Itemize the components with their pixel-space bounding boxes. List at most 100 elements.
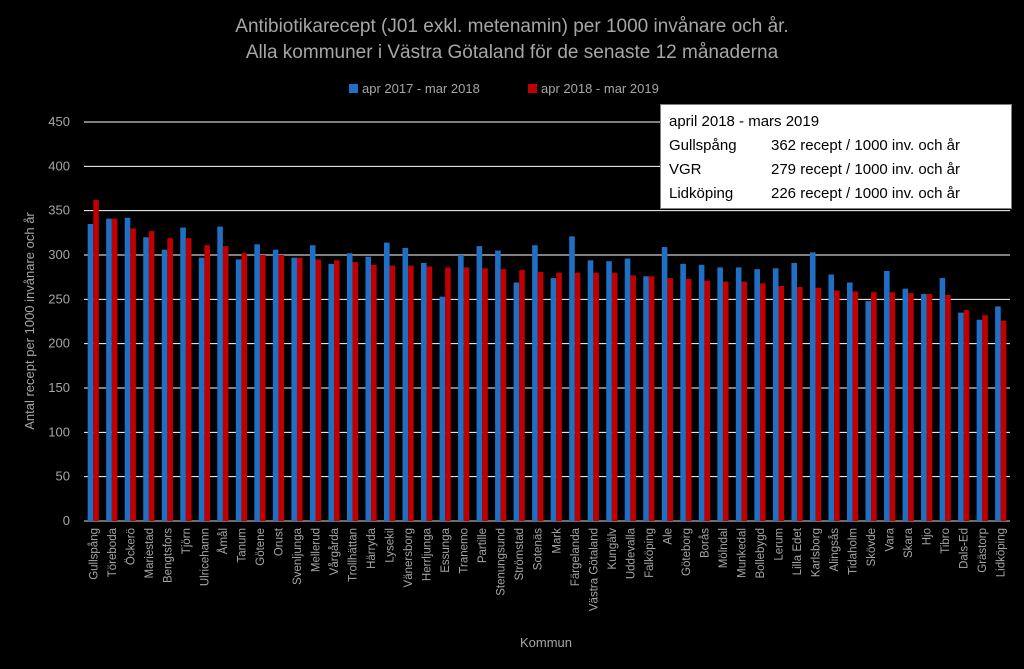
x-tick-label: Bengtsfors [162, 528, 174, 583]
x-tick-label: Karlsborg [811, 528, 823, 577]
x-tick-label: Kungälv [607, 528, 619, 570]
bar-series1 [143, 237, 149, 521]
annotation-heading: april 2018 - mars 2019 [669, 113, 820, 130]
bar-series2 [889, 292, 896, 521]
x-tick-label: Hjo [922, 528, 934, 545]
bar-series1 [402, 247, 409, 521]
bar-series1 [624, 258, 631, 521]
bar-series1 [661, 247, 668, 521]
bar-series2 [204, 245, 210, 521]
legend-label-series2: apr 2018 - mar 2019 [541, 81, 659, 96]
bar-series2 [741, 281, 748, 521]
bar-series1 [328, 263, 335, 521]
bar-series2 [556, 272, 562, 521]
bar-series1 [735, 267, 742, 521]
x-tick-label: Partille [477, 528, 489, 563]
bar-series2 [722, 281, 729, 521]
chart-title-line1: Antibiotikarecept (J01 exkl. metenamin) … [235, 16, 788, 37]
x-tick-label: Svenljunga [292, 527, 304, 585]
bar-series1 [458, 255, 464, 521]
x-tick-label: Mölndal [718, 528, 730, 568]
x-tick-label: Lysekil [385, 528, 397, 563]
bar-series2 [704, 280, 711, 521]
x-tick-label: Töreboda [107, 527, 119, 577]
bar-series1 [180, 227, 186, 521]
bar-series1 [809, 252, 816, 521]
bar-series2 [982, 315, 988, 521]
bar-series1 [846, 282, 853, 521]
bar-series1 [254, 244, 260, 522]
x-tick-label: Skövde [866, 528, 878, 566]
bar-series2 [278, 255, 285, 521]
bar-series1 [772, 268, 779, 521]
bar-series1 [902, 288, 909, 521]
bar-series1 [717, 267, 723, 521]
bar-series1 [439, 296, 446, 521]
bar-series1 [976, 319, 983, 521]
bar-series1 [921, 294, 927, 521]
x-tick-label: Strömstad [514, 528, 526, 580]
x-tick-label: Trollhättan [348, 528, 360, 582]
bar-series1 [995, 306, 1001, 521]
x-tick-label: Vara [885, 527, 897, 551]
y-axis-label: Antal recept per 1000 invånare och år [22, 212, 37, 430]
x-tick-label: Västra Götaland [588, 528, 600, 611]
bar-series1 [939, 278, 946, 521]
y-tick-label: 300 [48, 247, 70, 262]
y-tick-label: 400 [48, 158, 70, 173]
x-tick-label: Göteborg [681, 528, 693, 576]
bar-series1 [643, 276, 649, 521]
x-tick-label: Tibro [940, 528, 952, 554]
bar-series2 [167, 238, 173, 521]
bar-series2 [834, 290, 840, 521]
bar-series2 [111, 218, 118, 521]
bar-series1 [680, 263, 686, 521]
y-tick-label: 350 [48, 203, 70, 218]
annotation-value: 279 recept / 1000 inv. och år [771, 161, 961, 178]
x-tick-label: Vårgårda [329, 527, 341, 575]
bar-series1 [884, 270, 890, 521]
annotation-name: VGR [669, 161, 702, 178]
x-tick-label: Lilla Edet [792, 527, 804, 575]
x-tick-label: Essunga [440, 527, 452, 572]
bar-series2 [667, 278, 673, 521]
annotation-row: Lidköping 226 recept / 1000 inv. och år [669, 182, 1003, 206]
y-tick-label: 100 [48, 424, 70, 439]
x-tick-label: Stenungsund [496, 528, 508, 596]
x-tick-label: Gullspång [88, 528, 100, 580]
bar-series2 [611, 272, 618, 521]
x-tick-label: Härryda [366, 527, 378, 569]
bar-series1 [291, 257, 297, 521]
annotation-row: Gullspång 362 recept / 1000 inv. och år [669, 134, 1003, 158]
bar-series1 [421, 262, 427, 521]
bar-series2 [482, 268, 488, 521]
bar-series1 [217, 226, 223, 521]
bar-series1 [365, 256, 372, 521]
bar-series2 [352, 262, 359, 521]
annotation-value: 362 recept / 1000 inv. och år [771, 137, 961, 154]
x-tick-label: Grästorp [977, 528, 989, 573]
bar-series1 [569, 236, 575, 521]
bar-series2 [945, 294, 951, 521]
x-tick-label: Lerum [774, 528, 786, 561]
bar-series1 [865, 301, 872, 521]
bar-series1 [532, 245, 538, 521]
bar-series1 [958, 312, 964, 521]
legend-label-series1: apr 2017 - mar 2018 [362, 81, 480, 96]
x-tick-label: Vänersborg [403, 528, 415, 587]
y-tick-label: 0 [63, 513, 70, 528]
bar-series2 [334, 260, 340, 521]
x-tick-label: Mellerud [311, 528, 323, 572]
bar-series1 [513, 282, 520, 521]
x-tick-label: Mariestad [144, 528, 156, 579]
bar-series2 [130, 228, 136, 521]
x-tick-label: Ulricehamn [199, 528, 211, 586]
bar-series2 [389, 265, 396, 521]
bar-series2 [908, 293, 914, 521]
x-tick-label: Mark [551, 528, 563, 554]
x-tick-label: Tidaholm [848, 528, 860, 575]
bar-series2 [852, 291, 859, 521]
x-tick-label: Färgelanda [570, 527, 582, 586]
bar-series2 [537, 271, 544, 521]
